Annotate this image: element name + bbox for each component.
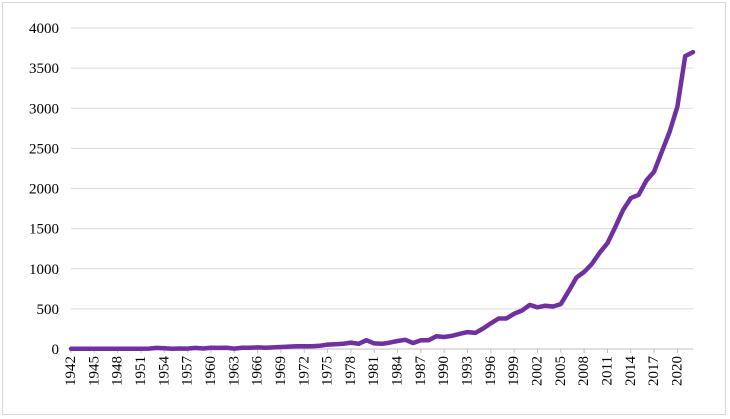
- chart-frame: [2, 2, 726, 415]
- x-tick-label: 1996: [483, 355, 499, 386]
- x-tick-label: 1960: [203, 356, 219, 386]
- x-tick-label: 2017: [646, 356, 662, 387]
- x-tick-label: 1969: [273, 356, 289, 386]
- x-tick-label: 1975: [320, 356, 336, 386]
- series-layer: [68, 49, 696, 352]
- gridlines: [71, 27, 693, 310]
- x-tick-label: 1957: [180, 356, 196, 387]
- y-tick-label: 0: [52, 342, 60, 358]
- x-tick-label: 1990: [436, 356, 452, 386]
- x-tick-label: 1984: [390, 356, 406, 387]
- y-tick-label: 3000: [29, 101, 59, 117]
- x-tick-label: 1963: [226, 356, 242, 386]
- y-tick-label: 1000: [29, 262, 59, 278]
- x-tick-label: 2014: [623, 356, 639, 387]
- x-tick-label: 1981: [366, 356, 382, 386]
- series-line: [68, 49, 696, 352]
- y-tick-label: 2000: [29, 182, 59, 198]
- x-tick-label: 1978: [343, 356, 359, 386]
- x-axis: 1942 1945 1948 1951 1954 1957 1960 1963 1966 1969…: [63, 348, 693, 387]
- y-tick-label: 3500: [29, 61, 59, 77]
- y-tick-label: 2500: [29, 141, 59, 157]
- x-tick-label: 1993: [460, 356, 476, 386]
- x-tick-label: 1966: [250, 356, 266, 387]
- x-tick-label: 1999: [506, 356, 522, 386]
- x-tick-label: 1942: [63, 356, 79, 386]
- y-tick-label: 1500: [29, 222, 59, 238]
- x-tick-label: 1945: [86, 356, 102, 386]
- y-tick-label: 500: [37, 302, 60, 318]
- x-tick-label: 1954: [156, 356, 172, 387]
- x-tick-label: 2008: [576, 356, 592, 386]
- x-tick-label: 1951: [133, 356, 149, 386]
- x-tick-label: 1948: [110, 356, 126, 386]
- x-tick-label: 1987: [413, 356, 429, 387]
- x-tick-label: 1972: [296, 356, 312, 386]
- y-tick-label: 4000: [29, 21, 59, 37]
- x-tick-label: 2002: [530, 356, 546, 386]
- x-tick-label: 2005: [553, 356, 569, 386]
- y-axis: 0 500 1000 1500 2000 2500 3000 3500 4000: [29, 21, 59, 358]
- x-tick-label: 2011: [599, 356, 615, 385]
- x-tick-label: 2020: [669, 356, 685, 386]
